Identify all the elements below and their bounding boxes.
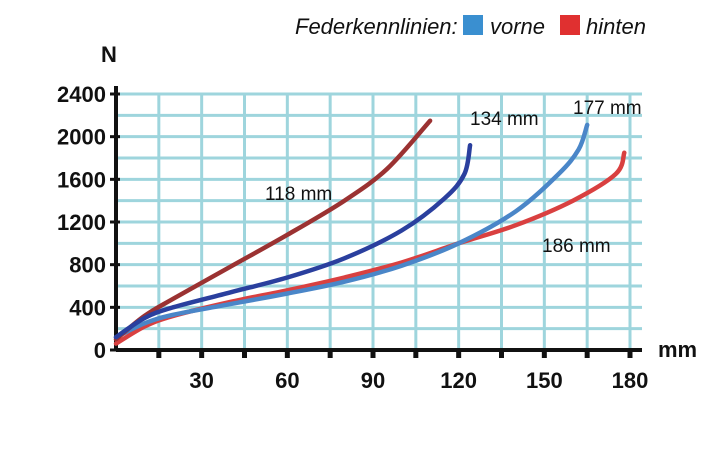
x-axis-unit: mm (658, 337, 697, 362)
x-tick-label: 120 (440, 368, 477, 393)
y-axis-unit: N (101, 42, 117, 67)
x-tick-mark (456, 350, 462, 358)
curve-118-mm (113, 118, 433, 342)
legend-swatch-rear (560, 15, 580, 35)
x-tick-mark (156, 350, 162, 358)
y-tick-label: 2400 (57, 82, 106, 107)
x-tick-label: 150 (526, 368, 563, 393)
x-tick-mark (499, 350, 504, 358)
y-tick-label: 0 (94, 338, 106, 363)
curve-177-mm (113, 122, 590, 340)
x-tick-mark (284, 350, 290, 358)
x-tick-label: 60 (275, 368, 299, 393)
x-tick-mark (541, 350, 547, 358)
legend-swatch-front (463, 15, 483, 35)
x-tick-label: 30 (189, 368, 213, 393)
legend: Federkennlinien: vorne hinten (295, 14, 646, 39)
x-tick-mark (199, 350, 205, 358)
y-tick-label: 400 (69, 295, 106, 320)
legend-label-front: vorne (490, 14, 545, 39)
y-tick-label: 1600 (57, 167, 106, 192)
curve-134-mm (113, 142, 473, 340)
curve-label: 118 mm (265, 184, 332, 205)
curve-label: 177 mm (573, 98, 642, 119)
curve-label: 186 mm (542, 236, 611, 257)
x-tick-mark (584, 350, 590, 358)
y-tick-label: 1200 (57, 210, 106, 235)
grid (116, 92, 642, 350)
y-tick-label: 800 (69, 253, 106, 278)
legend-label-rear: hinten (586, 14, 646, 39)
y-tick-labels: 0 400 800 1200 1600 2000 2400 (57, 82, 106, 363)
axes (110, 86, 642, 358)
x-tick-label: 90 (361, 368, 385, 393)
x-tick-mark (413, 350, 419, 358)
curves (113, 118, 627, 346)
x-tick-mark (327, 350, 333, 358)
x-tick-mark (370, 350, 376, 358)
curve-label: 134 mm (470, 109, 539, 130)
x-tick-label: 180 (612, 368, 649, 393)
x-tick-mark (242, 350, 247, 358)
curve-labels: 118 mm 134 mm 177 mm 186 mm (265, 98, 642, 257)
legend-title: Federkennlinien: (295, 14, 458, 39)
y-tick-label: 2000 (57, 125, 106, 150)
x-tick-labels: 30 60 90 120 150 180 (189, 368, 648, 393)
x-tick-mark (627, 350, 633, 358)
